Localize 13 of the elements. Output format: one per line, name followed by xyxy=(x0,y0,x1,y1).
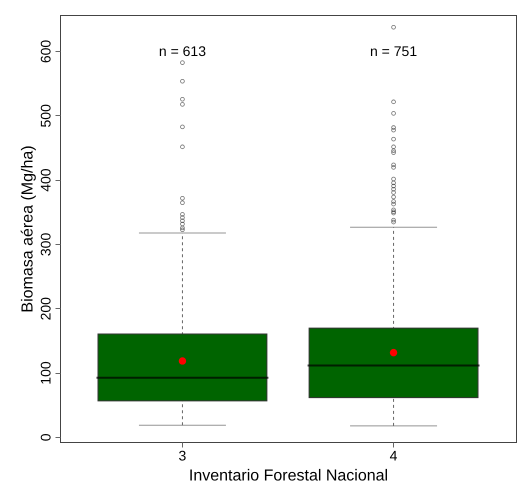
y-tick-label: 300 xyxy=(38,232,54,256)
y-tick-label: 600 xyxy=(38,40,54,64)
x-tick-label: 4 xyxy=(390,448,398,464)
y-tick-label: 200 xyxy=(38,296,54,320)
y-tick-label: 400 xyxy=(38,168,54,192)
annotation: n = 613 xyxy=(158,43,206,59)
y-axis-title: Biomasa aérea (Mg/ha) xyxy=(20,145,36,313)
y-tick-label: 500 xyxy=(38,104,54,128)
x-tick-label: 3 xyxy=(178,448,187,464)
x-axis-title: Inventario Forestal Nacional xyxy=(188,468,388,484)
annotation: n = 751 xyxy=(370,43,418,59)
y-tick-label: 0 xyxy=(38,433,54,442)
y-tick-label: 100 xyxy=(38,361,54,385)
